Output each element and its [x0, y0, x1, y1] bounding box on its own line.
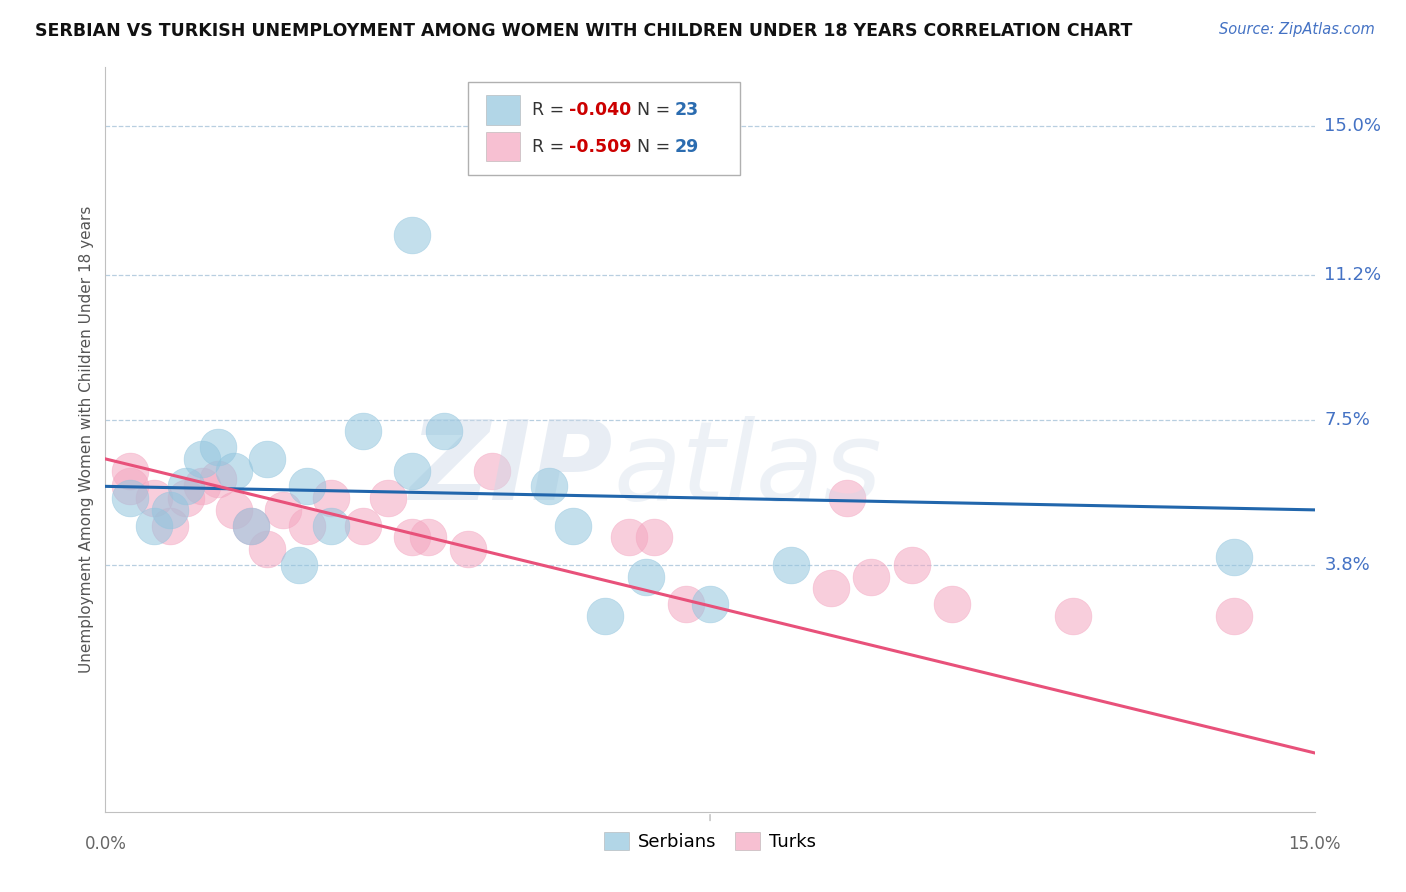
Point [593, 608, 616, 623]
Point [118, 464, 141, 478]
Text: -0.040: -0.040 [568, 101, 631, 120]
FancyBboxPatch shape [468, 82, 741, 175]
Point [1062, 608, 1084, 623]
Point [1223, 608, 1246, 623]
Text: 23: 23 [675, 101, 699, 120]
Point [118, 491, 141, 505]
Text: 7.5%: 7.5% [1324, 410, 1371, 429]
Point [288, 558, 311, 572]
Point [159, 503, 181, 517]
Point [377, 491, 399, 505]
Point [401, 228, 423, 243]
Text: Source: ZipAtlas.com: Source: ZipAtlas.com [1219, 22, 1375, 37]
Point [562, 518, 585, 533]
Point [295, 518, 318, 533]
Point [699, 597, 721, 611]
Point [433, 425, 456, 439]
Point [159, 518, 181, 533]
Text: 3.8%: 3.8% [1324, 556, 1369, 574]
Point [239, 518, 262, 533]
Point [900, 558, 922, 572]
Point [779, 558, 801, 572]
Point [401, 464, 423, 478]
Point [619, 530, 641, 544]
Point [481, 464, 503, 478]
Text: atlas: atlas [613, 416, 882, 523]
Point [835, 491, 858, 505]
Point [207, 440, 229, 454]
Text: 15.0%: 15.0% [1324, 117, 1381, 135]
Point [321, 491, 343, 505]
Text: 15.0%: 15.0% [1288, 835, 1341, 854]
Point [207, 471, 229, 485]
Text: 11.2%: 11.2% [1324, 266, 1382, 284]
Text: N =: N = [637, 137, 676, 155]
Point [256, 451, 278, 466]
Point [634, 569, 657, 583]
Y-axis label: Unemployment Among Women with Children Under 18 years: Unemployment Among Women with Children U… [79, 206, 94, 673]
Point [401, 530, 423, 544]
Point [239, 518, 262, 533]
Point [321, 518, 343, 533]
Text: SERBIAN VS TURKISH UNEMPLOYMENT AMONG WOMEN WITH CHILDREN UNDER 18 YEARS CORRELA: SERBIAN VS TURKISH UNEMPLOYMENT AMONG WO… [35, 22, 1132, 40]
Point [142, 491, 165, 505]
Legend: Serbians, Turks: Serbians, Turks [596, 825, 824, 859]
Text: N =: N = [637, 101, 676, 120]
Point [860, 569, 883, 583]
Point [643, 530, 665, 544]
FancyBboxPatch shape [486, 132, 520, 161]
Point [1223, 549, 1246, 564]
Text: R =: R = [533, 101, 569, 120]
Point [224, 503, 246, 517]
Point [224, 464, 246, 478]
Point [820, 582, 842, 596]
Text: 29: 29 [675, 137, 699, 155]
Point [191, 479, 214, 493]
Point [174, 491, 197, 505]
Point [191, 451, 214, 466]
Point [174, 479, 197, 493]
Text: R =: R = [533, 137, 569, 155]
FancyBboxPatch shape [486, 95, 520, 125]
Point [352, 425, 374, 439]
Point [416, 530, 439, 544]
Point [675, 597, 697, 611]
Text: ZIP: ZIP [409, 416, 613, 523]
Point [295, 479, 318, 493]
Point [271, 503, 294, 517]
Point [457, 542, 479, 557]
Point [352, 518, 374, 533]
Text: 0.0%: 0.0% [84, 835, 127, 854]
Point [256, 542, 278, 557]
Point [537, 479, 560, 493]
Point [941, 597, 963, 611]
Text: -0.509: -0.509 [568, 137, 631, 155]
Point [142, 518, 165, 533]
Point [118, 479, 141, 493]
